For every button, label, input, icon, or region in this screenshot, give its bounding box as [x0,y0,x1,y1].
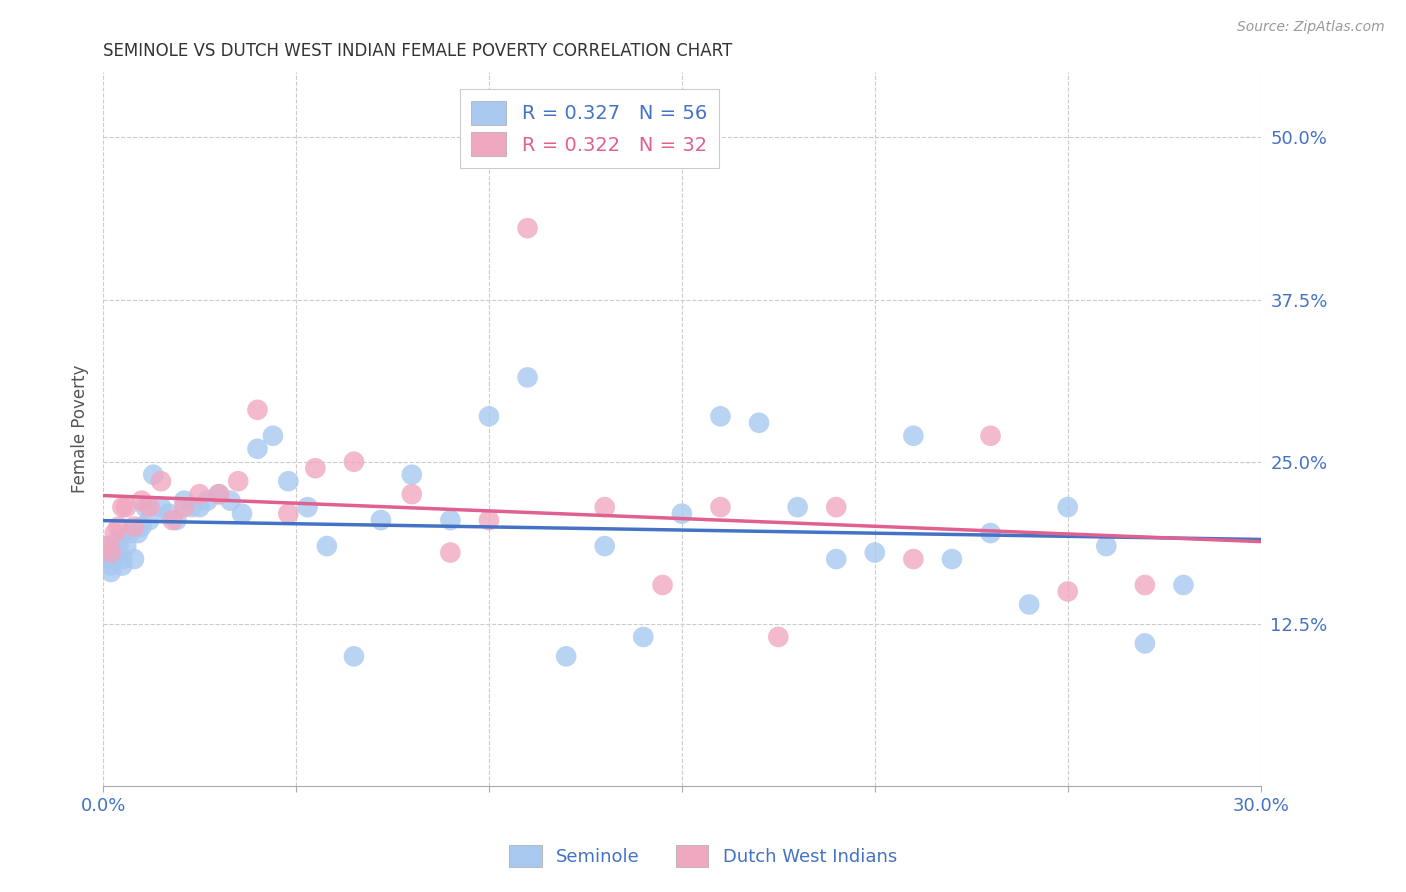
Point [297,500,319,515]
Point [593,539,616,553]
Point [111,552,134,566]
Point [1133,578,1156,592]
Point [162,513,184,527]
Point [401,487,423,501]
Point [709,500,731,515]
Point [262,429,284,443]
Point [277,507,299,521]
Point [316,539,339,553]
Point [115,539,138,553]
Legend: R = 0.327   N = 56, R = 0.322   N = 32: R = 0.327 N = 56, R = 0.322 N = 32 [460,89,718,168]
Point [980,526,1002,541]
Point [1056,584,1078,599]
Point [157,507,180,521]
Point [111,558,134,573]
Point [671,507,693,521]
Point [863,545,886,559]
Point [122,552,145,566]
Point [748,416,770,430]
Point [150,500,173,515]
Point [107,533,129,547]
Point [100,558,122,573]
Point [122,519,145,533]
Point [195,493,218,508]
Point [165,513,187,527]
Point [825,552,848,566]
Point [825,500,848,515]
Point [188,500,211,515]
Point [555,649,578,664]
Point [593,500,616,515]
Point [903,552,925,566]
Point [115,500,138,515]
Point [401,467,423,482]
Point [439,513,461,527]
Point [651,578,673,592]
Point [980,429,1002,443]
Point [131,519,153,533]
Point [96,552,118,566]
Point [219,493,242,508]
Point [343,649,366,664]
Point [304,461,326,475]
Point [343,455,366,469]
Point [120,526,142,541]
Point [478,513,501,527]
Point [768,630,790,644]
Point [135,500,157,515]
Legend: Seminole, Dutch West Indians: Seminole, Dutch West Indians [502,838,904,874]
Point [1056,500,1078,515]
Point [370,513,392,527]
Y-axis label: Female Poverty: Female Poverty [72,365,89,493]
Point [709,409,731,424]
Point [208,487,231,501]
Point [1173,578,1195,592]
Point [96,539,118,553]
Point [1133,636,1156,650]
Text: Source: ZipAtlas.com: Source: ZipAtlas.com [1237,20,1385,34]
Point [903,429,925,443]
Point [246,442,269,456]
Point [941,552,963,566]
Point [1018,598,1040,612]
Point [173,493,195,508]
Point [96,539,118,553]
Point [516,370,538,384]
Point [208,487,231,501]
Point [1095,539,1118,553]
Point [104,552,127,566]
Point [107,539,129,553]
Point [150,474,173,488]
Point [111,500,134,515]
Text: SEMINOLE VS DUTCH WEST INDIAN FEMALE POVERTY CORRELATION CHART: SEMINOLE VS DUTCH WEST INDIAN FEMALE POV… [103,42,733,60]
Point [100,565,122,579]
Point [516,221,538,235]
Point [131,493,153,508]
Point [142,467,165,482]
Point [180,500,202,515]
Point [439,545,461,559]
Point [226,474,249,488]
Point [246,402,269,417]
Point [104,526,127,541]
Point [104,545,127,559]
Point [138,513,160,527]
Point [138,500,160,515]
Point [173,500,195,515]
Point [107,519,129,533]
Point [786,500,808,515]
Point [277,474,299,488]
Point [478,409,501,424]
Point [100,545,122,559]
Point [188,487,211,501]
Point [633,630,655,644]
Point [231,507,253,521]
Point [127,526,149,541]
